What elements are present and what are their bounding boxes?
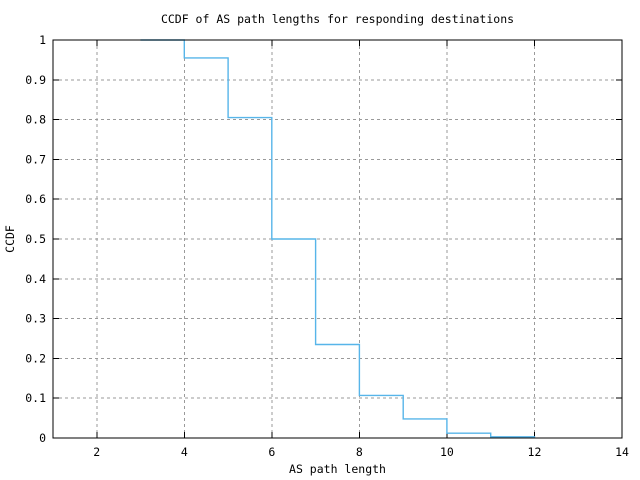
chart-title: CCDF of AS path lengths for responding d…: [161, 12, 514, 26]
y-tick-label: 0.6: [25, 192, 46, 206]
x-tick-label: 2: [93, 445, 100, 459]
tick-label-layer: 2 4 6 8 10 12 14 0 0.1 0.2 0.3 0.4 0.5 0.6 0.7 0.8 0.9 1: [25, 33, 629, 459]
x-tick-label: 4: [181, 445, 188, 459]
x-tick-label: 12: [528, 445, 542, 459]
y-axis-label: CCDF: [3, 225, 17, 253]
y-tick-label: 0.7: [25, 152, 46, 166]
x-tick-label: 10: [440, 445, 454, 459]
plot-border: [52, 39, 623, 439]
x-tick-label: 6: [268, 445, 275, 459]
ccdf-step-line: [140, 39, 536, 438]
x-tick-label: 14: [615, 445, 629, 459]
y-tick-label: 0.1: [25, 391, 46, 405]
y-tick-label: 0.9: [25, 73, 46, 87]
x-tick-label: 8: [356, 445, 363, 459]
grid-layer: [53, 40, 622, 438]
y-tick-label: 1: [39, 33, 46, 47]
x-axis-label: AS path length: [289, 462, 386, 476]
y-tick-label: 0.3: [25, 312, 46, 326]
y-tick-label: 0.2: [25, 351, 46, 365]
y-tick-label: 0.4: [25, 272, 46, 286]
y-tick-label: 0: [39, 431, 46, 445]
y-tick-label: 0.8: [25, 113, 46, 127]
y-tick-label: 0.5: [25, 232, 46, 246]
